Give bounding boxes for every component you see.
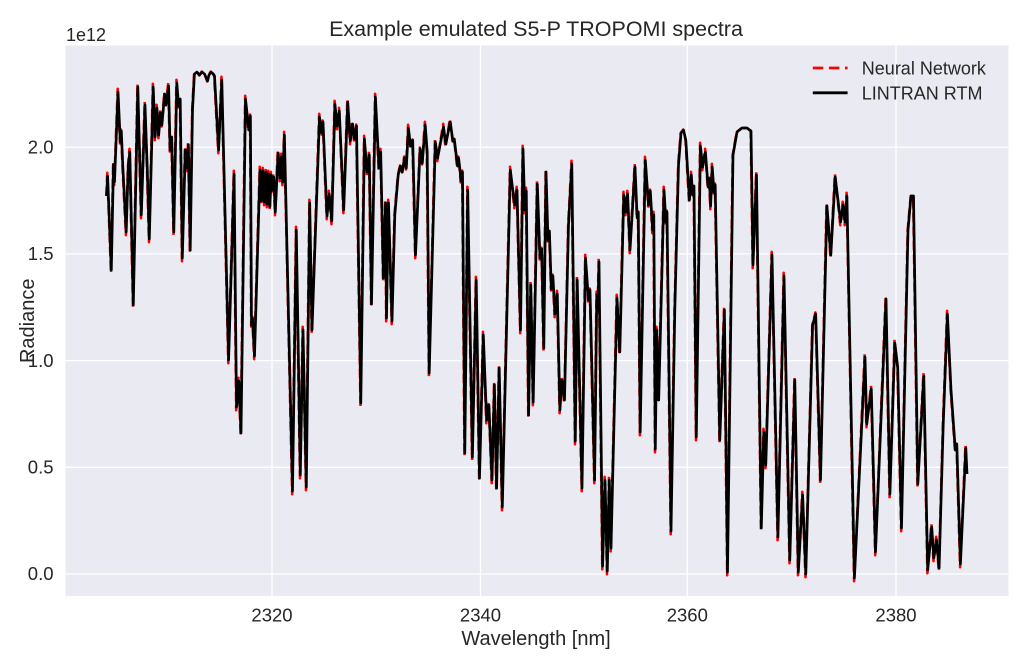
svg-text:2380: 2380 xyxy=(875,605,916,626)
svg-text:0.0: 0.0 xyxy=(28,563,54,584)
svg-text:Radiance: Radiance xyxy=(17,279,39,364)
svg-text:Example emulated S5-P TROPOMI: Example emulated S5-P TROPOMI spectra xyxy=(329,17,743,41)
svg-text:LINTRAN RTM: LINTRAN RTM xyxy=(862,83,983,103)
svg-text:2360: 2360 xyxy=(667,605,708,626)
svg-text:1e12: 1e12 xyxy=(66,25,106,45)
svg-text:1.0: 1.0 xyxy=(28,350,54,371)
svg-text:0.5: 0.5 xyxy=(28,457,54,478)
svg-text:2.0: 2.0 xyxy=(28,136,54,157)
svg-text:Neural Network: Neural Network xyxy=(862,59,987,79)
svg-text:2340: 2340 xyxy=(460,605,501,626)
svg-text:1.5: 1.5 xyxy=(28,243,54,264)
svg-text:2320: 2320 xyxy=(251,605,292,626)
svg-text:Wavelength [nm]: Wavelength [nm] xyxy=(461,628,610,650)
